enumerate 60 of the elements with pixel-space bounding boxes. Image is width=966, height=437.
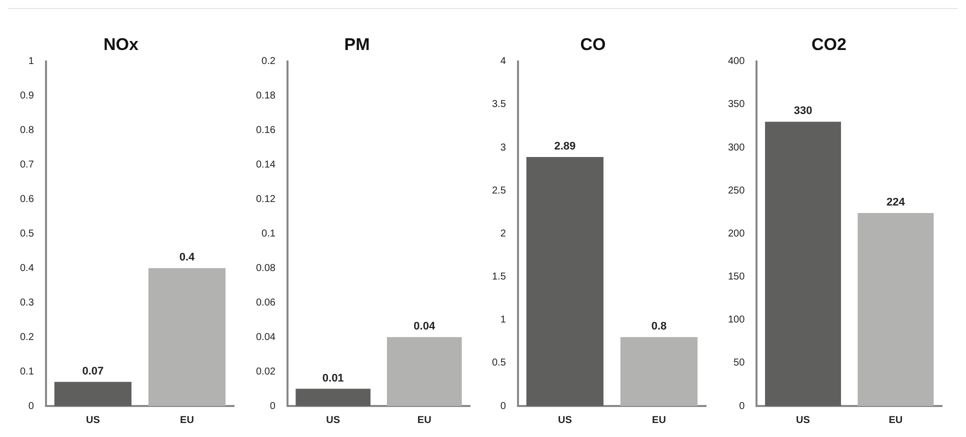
y-tick-label: 400 <box>728 56 746 68</box>
y-tick-label: 0.12 <box>256 194 276 205</box>
y-tick-label: 1.5 <box>492 272 506 283</box>
y-tick-label: 1 <box>500 314 506 326</box>
y-tick-label: 250 <box>728 185 746 196</box>
x-tick-label: EU <box>417 414 432 426</box>
chart-title: CO2 <box>812 34 846 54</box>
y-tick-label: 0.16 <box>256 125 276 136</box>
x-tick-label: US <box>326 414 340 426</box>
y-tick-label: 3 <box>500 142 506 154</box>
y-tick-label: 0 <box>270 400 276 412</box>
x-tick-label: EU <box>888 414 903 426</box>
data-label: 330 <box>794 105 812 118</box>
y-tick-label: 0.6 <box>20 194 34 205</box>
y-tick-label: 50 <box>734 358 746 369</box>
y-tick-label: 350 <box>728 99 746 110</box>
y-tick-label: 1 <box>28 56 34 68</box>
y-tick-label: 300 <box>728 142 746 154</box>
y-tick-label: 0.02 <box>256 366 276 378</box>
y-tick-label: 2 <box>500 228 506 240</box>
y-tick-label: 0.3 <box>20 297 34 308</box>
chart-title: PM <box>344 34 370 54</box>
chart-title: CO <box>580 34 606 54</box>
x-tick-label: US <box>86 414 100 426</box>
x-tick-label: EU <box>652 414 666 426</box>
data-label: 0.01 <box>322 372 344 384</box>
y-tick-label: 0.7 <box>20 160 34 171</box>
y-tick-label: 0.8 <box>20 125 34 136</box>
data-label: 0.07 <box>82 365 104 378</box>
data-label: 0.8 <box>651 320 667 333</box>
y-tick-label: 0.1 <box>20 366 34 378</box>
y-tick-label: 0.04 <box>256 332 276 343</box>
x-tick-label: US <box>796 414 810 426</box>
x-tick-label: US <box>558 414 572 426</box>
y-tick-label: 0.9 <box>20 90 34 102</box>
data-label: 224 <box>886 196 906 209</box>
y-tick-label: 2.5 <box>492 185 506 196</box>
y-tick-label: 0.06 <box>256 297 276 308</box>
y-tick-label: 150 <box>728 272 746 283</box>
y-tick-label: 0.5 <box>492 358 506 369</box>
data-label: 2.89 <box>554 140 576 153</box>
y-tick-label: 200 <box>728 228 746 240</box>
y-tick-label: 0.4 <box>20 262 34 274</box>
data-label: 0.04 <box>414 320 436 333</box>
y-tick-label: 3.5 <box>492 99 506 110</box>
y-tick-label: 0.5 <box>20 228 34 240</box>
y-tick-label: 0.1 <box>262 228 276 240</box>
y-tick-label: 0.2 <box>20 332 34 343</box>
y-tick-label: 0 <box>28 400 34 412</box>
y-tick-label: 0.2 <box>262 56 276 68</box>
y-tick-label: 0.18 <box>256 90 276 102</box>
y-tick-label: 100 <box>728 314 746 326</box>
data-label: 0.4 <box>179 252 196 264</box>
chart-title: NOx <box>104 34 140 54</box>
y-tick-label: 0 <box>500 400 506 412</box>
y-tick-label: 4 <box>500 56 506 68</box>
y-tick-label: 0.08 <box>256 262 276 274</box>
y-tick-label: 0 <box>739 400 746 412</box>
x-tick-label: EU <box>180 414 194 426</box>
y-tick-label: 0.14 <box>256 160 276 171</box>
